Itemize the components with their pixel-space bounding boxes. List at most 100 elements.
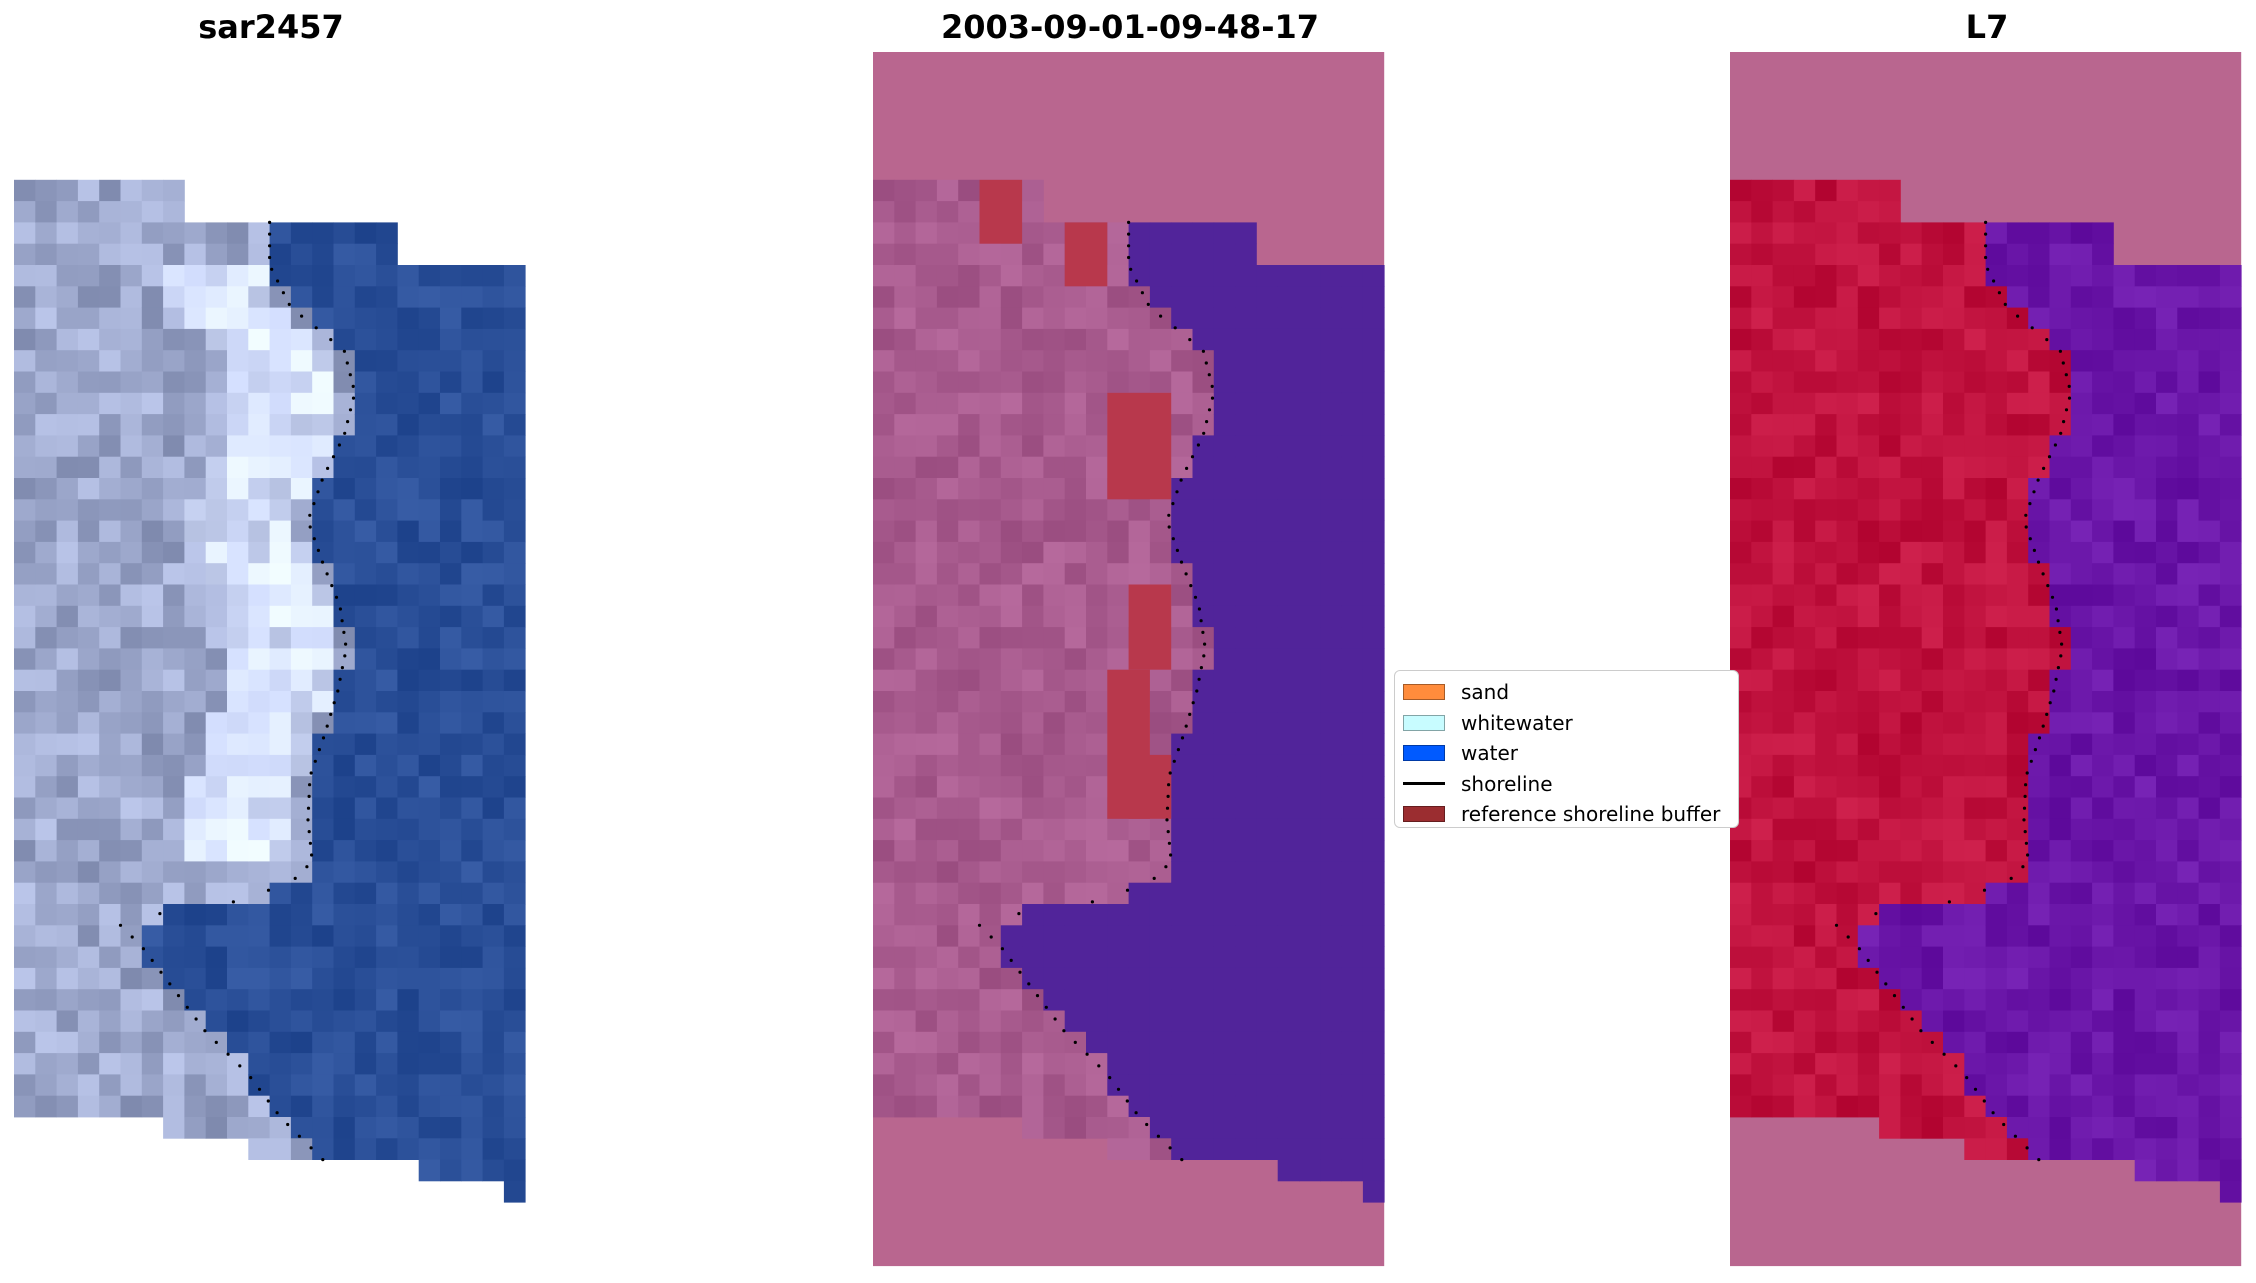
- water-pixel: [269, 1010, 292, 1033]
- land-pixel: [1815, 328, 1837, 351]
- land-pixel: [1836, 392, 1859, 415]
- water-pixel: [1362, 989, 1385, 1011]
- water-pixel: [2113, 478, 2136, 500]
- water-pixel: [1277, 435, 1300, 458]
- land-pixel: [120, 243, 143, 266]
- water-pixel: [2113, 840, 2136, 862]
- water-pixel: [2156, 1031, 2178, 1054]
- water-pixel: [2156, 478, 2178, 500]
- water-pixel: [2219, 733, 2242, 756]
- land-pixel: [1943, 1095, 1965, 1118]
- land-pixel: [936, 307, 959, 330]
- land-pixel: [1793, 222, 1816, 245]
- land-pixel: [979, 1010, 1002, 1033]
- water-pixel: [376, 818, 398, 841]
- water-pixel: [461, 925, 483, 947]
- land-pixel: [35, 818, 57, 841]
- water-pixel: [461, 1159, 483, 1182]
- land-pixel: [1149, 669, 1172, 692]
- land-pixel: [1900, 414, 1923, 436]
- land-pixel: [1772, 904, 1795, 926]
- water-pixel: [461, 392, 483, 415]
- land-pixel: [1985, 605, 2008, 628]
- water-pixel: [312, 499, 334, 521]
- land-pixel: [1043, 776, 1066, 798]
- land-pixel: [958, 1074, 980, 1097]
- water-pixel: [1341, 350, 1364, 372]
- land-pixel: [163, 1010, 185, 1033]
- land-pixel: [227, 307, 249, 330]
- water-pixel: [1192, 1053, 1215, 1075]
- water-pixel: [312, 1031, 334, 1054]
- land-pixel: [1879, 563, 1901, 585]
- water-pixel: [2156, 584, 2178, 607]
- land-pixel: [99, 563, 121, 585]
- water-pixel: [2156, 733, 2178, 756]
- water-pixel: [2134, 265, 2157, 287]
- water-pixel: [461, 456, 483, 479]
- water-pixel: [1299, 1117, 1321, 1139]
- land-pixel: [936, 328, 959, 351]
- land-pixel: [894, 797, 916, 820]
- land-pixel: [35, 499, 57, 521]
- land-pixel: [979, 1031, 1002, 1054]
- water-pixel: [1128, 967, 1151, 990]
- shoreline-point: [1135, 279, 1139, 283]
- land-pixel: [1943, 392, 1965, 415]
- land-pixel: [936, 754, 959, 777]
- land-pixel: [56, 967, 79, 990]
- shoreline-point: [306, 806, 311, 810]
- water-pixel: [482, 818, 505, 841]
- water-pixel: [1235, 1138, 1257, 1160]
- shoreline-point: [321, 1158, 325, 1162]
- land-pixel: [77, 478, 100, 500]
- panel-title-rgb: sar2457: [198, 8, 344, 46]
- shoreline-point: [1090, 900, 1094, 904]
- land-pixel: [248, 754, 270, 777]
- water-pixel: [461, 1117, 483, 1139]
- land-pixel: [290, 392, 313, 415]
- land-pixel: [205, 861, 228, 884]
- water-pixel: [482, 1159, 505, 1182]
- land-pixel: [1043, 1095, 1066, 1118]
- water-pixel: [312, 967, 334, 990]
- land-pixel: [1943, 1053, 1965, 1075]
- water-pixel: [1192, 563, 1215, 585]
- water-pixel: [461, 1095, 483, 1118]
- land-pixel: [1022, 243, 1044, 266]
- water-pixel: [1149, 243, 1172, 266]
- land-pixel: [205, 392, 228, 415]
- water-pixel: [1362, 414, 1385, 436]
- water-pixel: [1341, 392, 1364, 415]
- water-pixel: [2113, 861, 2136, 884]
- land-pixel: [56, 925, 79, 947]
- land-pixel: [35, 350, 57, 372]
- land-pixel: [77, 201, 100, 223]
- land-pixel: [184, 584, 207, 607]
- water-pixel: [397, 1031, 420, 1054]
- land-pixel: [1000, 605, 1023, 628]
- land-pixel: [205, 648, 228, 671]
- shoreline-point: [1202, 431, 1206, 435]
- land-pixel: [1836, 478, 1859, 500]
- water-pixel: [1341, 265, 1364, 287]
- water-pixel: [2070, 499, 2093, 521]
- whitewater-swatch: [1403, 714, 1445, 731]
- water-pixel: [354, 1117, 377, 1139]
- water-pixel: [1341, 818, 1364, 841]
- water-pixel: [354, 414, 377, 436]
- water-pixel: [1235, 414, 1257, 436]
- land-pixel: [1943, 499, 1965, 521]
- water-pixel: [1320, 1138, 1342, 1160]
- land-pixel: [1043, 392, 1066, 415]
- water-pixel: [397, 733, 420, 756]
- land-pixel: [1043, 818, 1066, 841]
- land-pixel: [35, 243, 57, 266]
- water-pixel: [1256, 648, 1279, 671]
- land-pixel: [248, 222, 270, 245]
- land-pixel: [120, 648, 143, 671]
- land-pixel: [1772, 861, 1795, 884]
- water-pixel: [1235, 712, 1257, 734]
- land-pixel: [1022, 201, 1044, 223]
- land-pixel: [205, 605, 228, 628]
